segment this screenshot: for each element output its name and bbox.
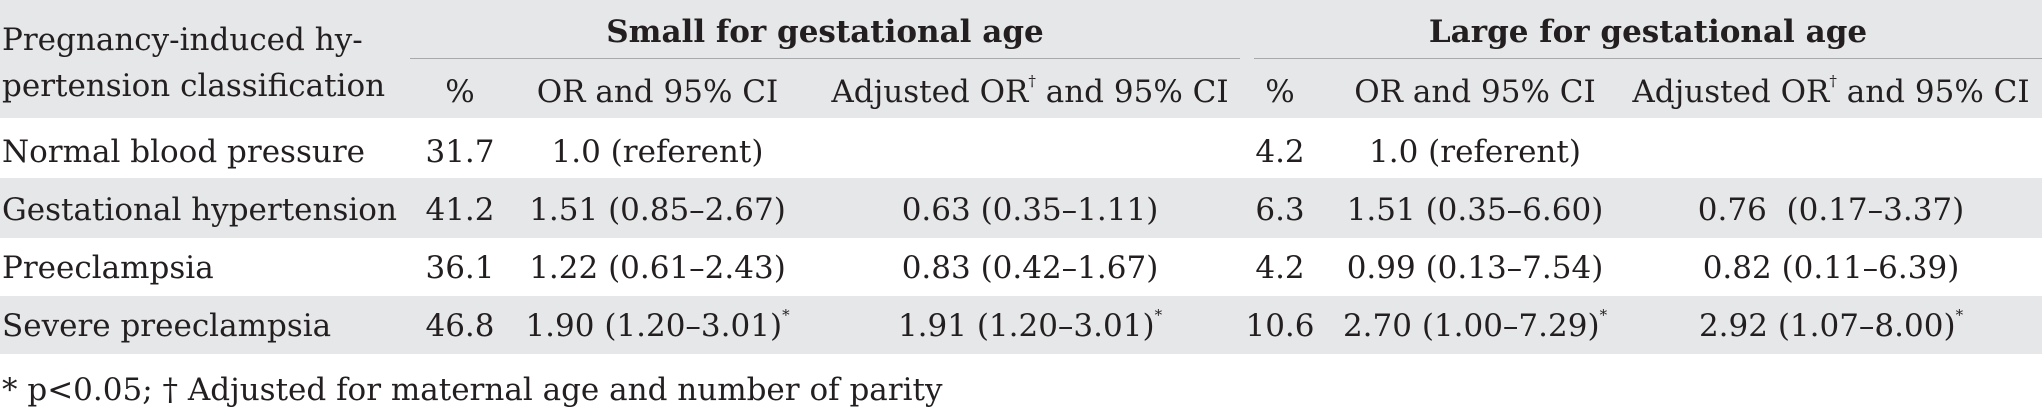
group-rule-sga <box>410 58 1240 59</box>
cell-sga-pct: 31.7 <box>425 134 495 170</box>
cell-sga-adj: 1.91 (1.20–3.01)* <box>897 306 1163 345</box>
cell-sga-or: 1.90 (1.20–3.01)* <box>525 306 790 345</box>
cell-lga-pct: 10.6 <box>1245 308 1315 344</box>
cell-lga-pct: 4.2 <box>1255 250 1305 286</box>
cell-lga-pct: 6.3 <box>1255 192 1305 228</box>
group-header-lga: Large for gestational age <box>1428 14 1868 50</box>
cell-lga-or: 0.99 (0.13–7.54) <box>1346 250 1604 286</box>
col-header-lga-adj: Adjusted OR† and 95% CI <box>1632 72 2030 111</box>
table-footnote: * p<0.05; † Adjusted for maternal age an… <box>2 372 943 408</box>
col-header-sga-pct: % <box>445 74 475 110</box>
row-header-line1: Pregnancy-induced hy- <box>2 22 363 58</box>
cell-sga-adj: 0.63 (0.35–1.11) <box>901 192 1159 228</box>
col-header-sga-adj: Adjusted OR† and 95% CI <box>831 72 1229 111</box>
row-label-severe: Severe preeclampsia <box>2 308 332 344</box>
cell-sga-or: 1.51 (0.85–2.67) <box>529 192 786 228</box>
row-band-gestational <box>0 178 2042 238</box>
cell-lga-or: 1.51 (0.35–6.60) <box>1346 192 1604 228</box>
cell-sga-pct: 36.1 <box>425 250 495 286</box>
cell-lga-adj: 0.82 (0.11–6.39) <box>1702 250 1960 286</box>
group-rule-lga <box>1254 58 2042 59</box>
row-band-severe <box>0 296 2042 354</box>
cell-sga-adj: 0.83 (0.42–1.67) <box>901 250 1159 286</box>
cell-lga-or: 2.70 (1.00–7.29)* <box>1342 306 1608 345</box>
row-label-preeclampsia: Preeclampsia <box>2 250 214 286</box>
cell-lga-adj: 2.92 (1.07–8.00)* <box>1698 306 1964 345</box>
cell-lga-adj: 0.76 (0.17–3.37) <box>1697 192 1965 228</box>
header-band <box>0 0 2042 118</box>
col-header-sga-or: OR and 95% CI <box>536 74 779 110</box>
cell-sga-or: 1.22 (0.61–2.43) <box>529 250 786 286</box>
cell-lga-or: 1.0 (referent) <box>1369 134 1581 170</box>
row-header-line2: pertension classification <box>2 68 386 104</box>
cell-sga-or: 1.0 (referent) <box>551 134 764 170</box>
row-label-normal: Normal blood pressure <box>2 134 365 170</box>
cell-sga-pct: 46.8 <box>425 308 495 344</box>
col-header-lga-pct: % <box>1265 74 1295 110</box>
group-header-sga: Small for gestational age <box>606 14 1044 50</box>
cell-sga-pct: 41.2 <box>425 192 495 228</box>
col-header-lga-or: OR and 95% CI <box>1354 74 1596 110</box>
cell-lga-pct: 4.2 <box>1255 134 1305 170</box>
row-label-gestational: Gestational hypertension <box>2 192 397 228</box>
